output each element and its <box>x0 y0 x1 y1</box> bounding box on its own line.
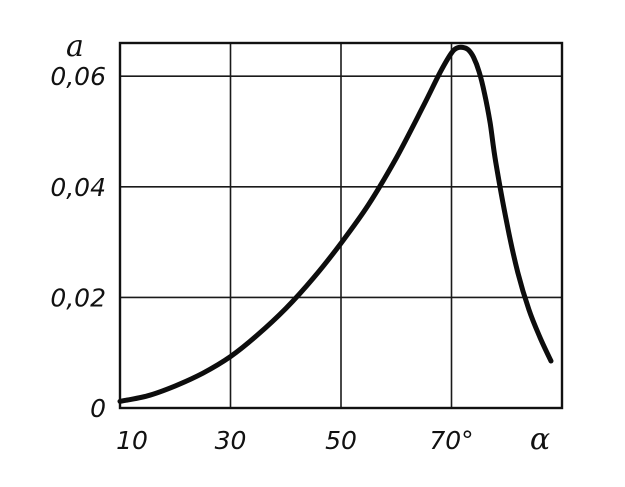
x-tick-label: 30 <box>215 426 247 455</box>
plot-frame <box>118 41 564 410</box>
data-line <box>117 44 554 404</box>
y-tick-label: 0,02 <box>50 283 106 312</box>
x-axis-label: α <box>530 422 550 457</box>
y-tick-label: 0,04 <box>50 173 106 202</box>
grid-layer <box>120 43 562 408</box>
y-tick-label: 0 <box>90 394 106 423</box>
x-tick-label: 10 <box>116 426 148 455</box>
tick-labels: 10 30 50 70° 0 0,02 0,04 0,06 <box>50 62 473 455</box>
y-tick-label: 0,06 <box>50 62 106 91</box>
x-tick-label: 50 <box>325 426 357 455</box>
y-axis-label: a <box>66 29 84 64</box>
x-tick-label: 70° <box>429 426 473 455</box>
